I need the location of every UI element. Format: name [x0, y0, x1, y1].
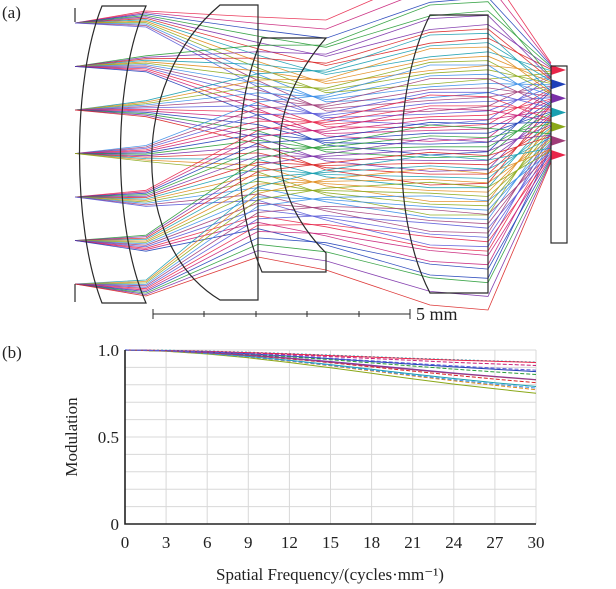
lens-elements [74, 4, 568, 304]
image-point-marker [551, 93, 566, 104]
image-point-marker [551, 121, 566, 132]
y-tick-labels: 0 0.5 1.0 [98, 341, 119, 534]
mtf-curve-field-6-S [124, 349, 537, 371]
lens-3 [238, 37, 328, 273]
ray-path [74, 0, 552, 64]
chart-grid [124, 349, 537, 525]
ray-path [74, 142, 552, 246]
x-tick-label: 0 [121, 533, 130, 552]
ray-path [74, 126, 552, 200]
panel-b-label: (b) [2, 343, 22, 362]
ray-path [74, 87, 552, 111]
x-tick-label: 12 [281, 533, 298, 552]
ray-path [74, 10, 552, 68]
x-tick-label: 30 [528, 533, 545, 552]
image-plane [550, 65, 568, 244]
y-tick-label: 1.0 [98, 341, 119, 360]
x-tick-label: 18 [363, 533, 380, 552]
x-tick-label: 6 [203, 533, 212, 552]
lens-2 [151, 4, 259, 301]
ray-path [74, 1, 552, 78]
x-tick-label: 24 [445, 533, 463, 552]
x-axis-title: Spatial Frequency/(cycles·mm⁻¹) [216, 565, 444, 584]
lens-4 [400, 14, 489, 294]
ray-path [74, 66, 552, 129]
x-tick-label: 3 [162, 533, 171, 552]
y-tick-label: 0.5 [98, 428, 119, 447]
y-axis-title: Modulation [62, 397, 81, 477]
image-point-marker [551, 135, 566, 146]
ray-path [74, 105, 552, 154]
x-tick-labels: 0 3 6 9 12 15 18 21 24 27 30 [121, 533, 545, 552]
ray-path [74, 0, 552, 65]
panel-a-label: (a) [2, 3, 21, 22]
lens-1 [78, 5, 147, 304]
image-point-marker [551, 150, 566, 160]
image-point-marker [551, 107, 566, 118]
x-tick-label: 21 [404, 533, 421, 552]
mtf-curve-field-6-T [124, 349, 537, 381]
x-tick-label: 27 [486, 533, 504, 552]
axis-lines [124, 350, 536, 525]
chart-axes [124, 350, 536, 525]
ray-path [74, 124, 552, 198]
chart-series [124, 349, 537, 394]
image-point-marker [551, 79, 566, 90]
image-point-marker [551, 65, 566, 75]
scale-bar [152, 309, 411, 319]
ray-path [74, 160, 552, 297]
x-tick-label: 15 [322, 533, 339, 552]
ray-path [74, 64, 552, 100]
x-tick-label: 9 [244, 533, 253, 552]
scale-bar-label: 5 mm [416, 304, 458, 324]
y-tick-label: 0 [111, 515, 120, 534]
ray-path [74, 159, 552, 294]
ray-bundles [74, 0, 566, 311]
